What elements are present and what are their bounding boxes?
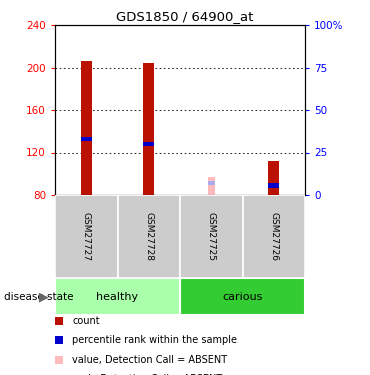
Bar: [242, 195, 305, 278]
Bar: [268, 161, 279, 195]
Text: GDS1850 / 64900_at: GDS1850 / 64900_at: [116, 10, 254, 24]
Text: GSM27728: GSM27728: [144, 212, 153, 261]
Bar: [180, 278, 305, 315]
Bar: [81, 136, 92, 141]
Text: healthy: healthy: [97, 291, 138, 302]
Text: GSM27726: GSM27726: [269, 212, 278, 261]
Text: count: count: [73, 316, 100, 326]
Bar: [143, 63, 154, 195]
Text: rank, Detection Call = ABSENT: rank, Detection Call = ABSENT: [73, 374, 223, 375]
Bar: [55, 278, 180, 315]
Bar: [208, 177, 215, 195]
Bar: [268, 183, 279, 188]
Text: percentile rank within the sample: percentile rank within the sample: [73, 335, 238, 345]
Text: disease state: disease state: [4, 291, 73, 302]
Bar: [208, 181, 215, 186]
Bar: [180, 195, 242, 278]
Bar: [118, 195, 180, 278]
Text: value, Detection Call = ABSENT: value, Detection Call = ABSENT: [73, 355, 228, 364]
Text: GSM27725: GSM27725: [207, 212, 216, 261]
Text: carious: carious: [222, 291, 263, 302]
Bar: [143, 142, 154, 146]
Text: ▶: ▶: [39, 290, 49, 303]
Bar: [81, 61, 92, 195]
Bar: [55, 195, 118, 278]
Text: GSM27727: GSM27727: [82, 212, 91, 261]
